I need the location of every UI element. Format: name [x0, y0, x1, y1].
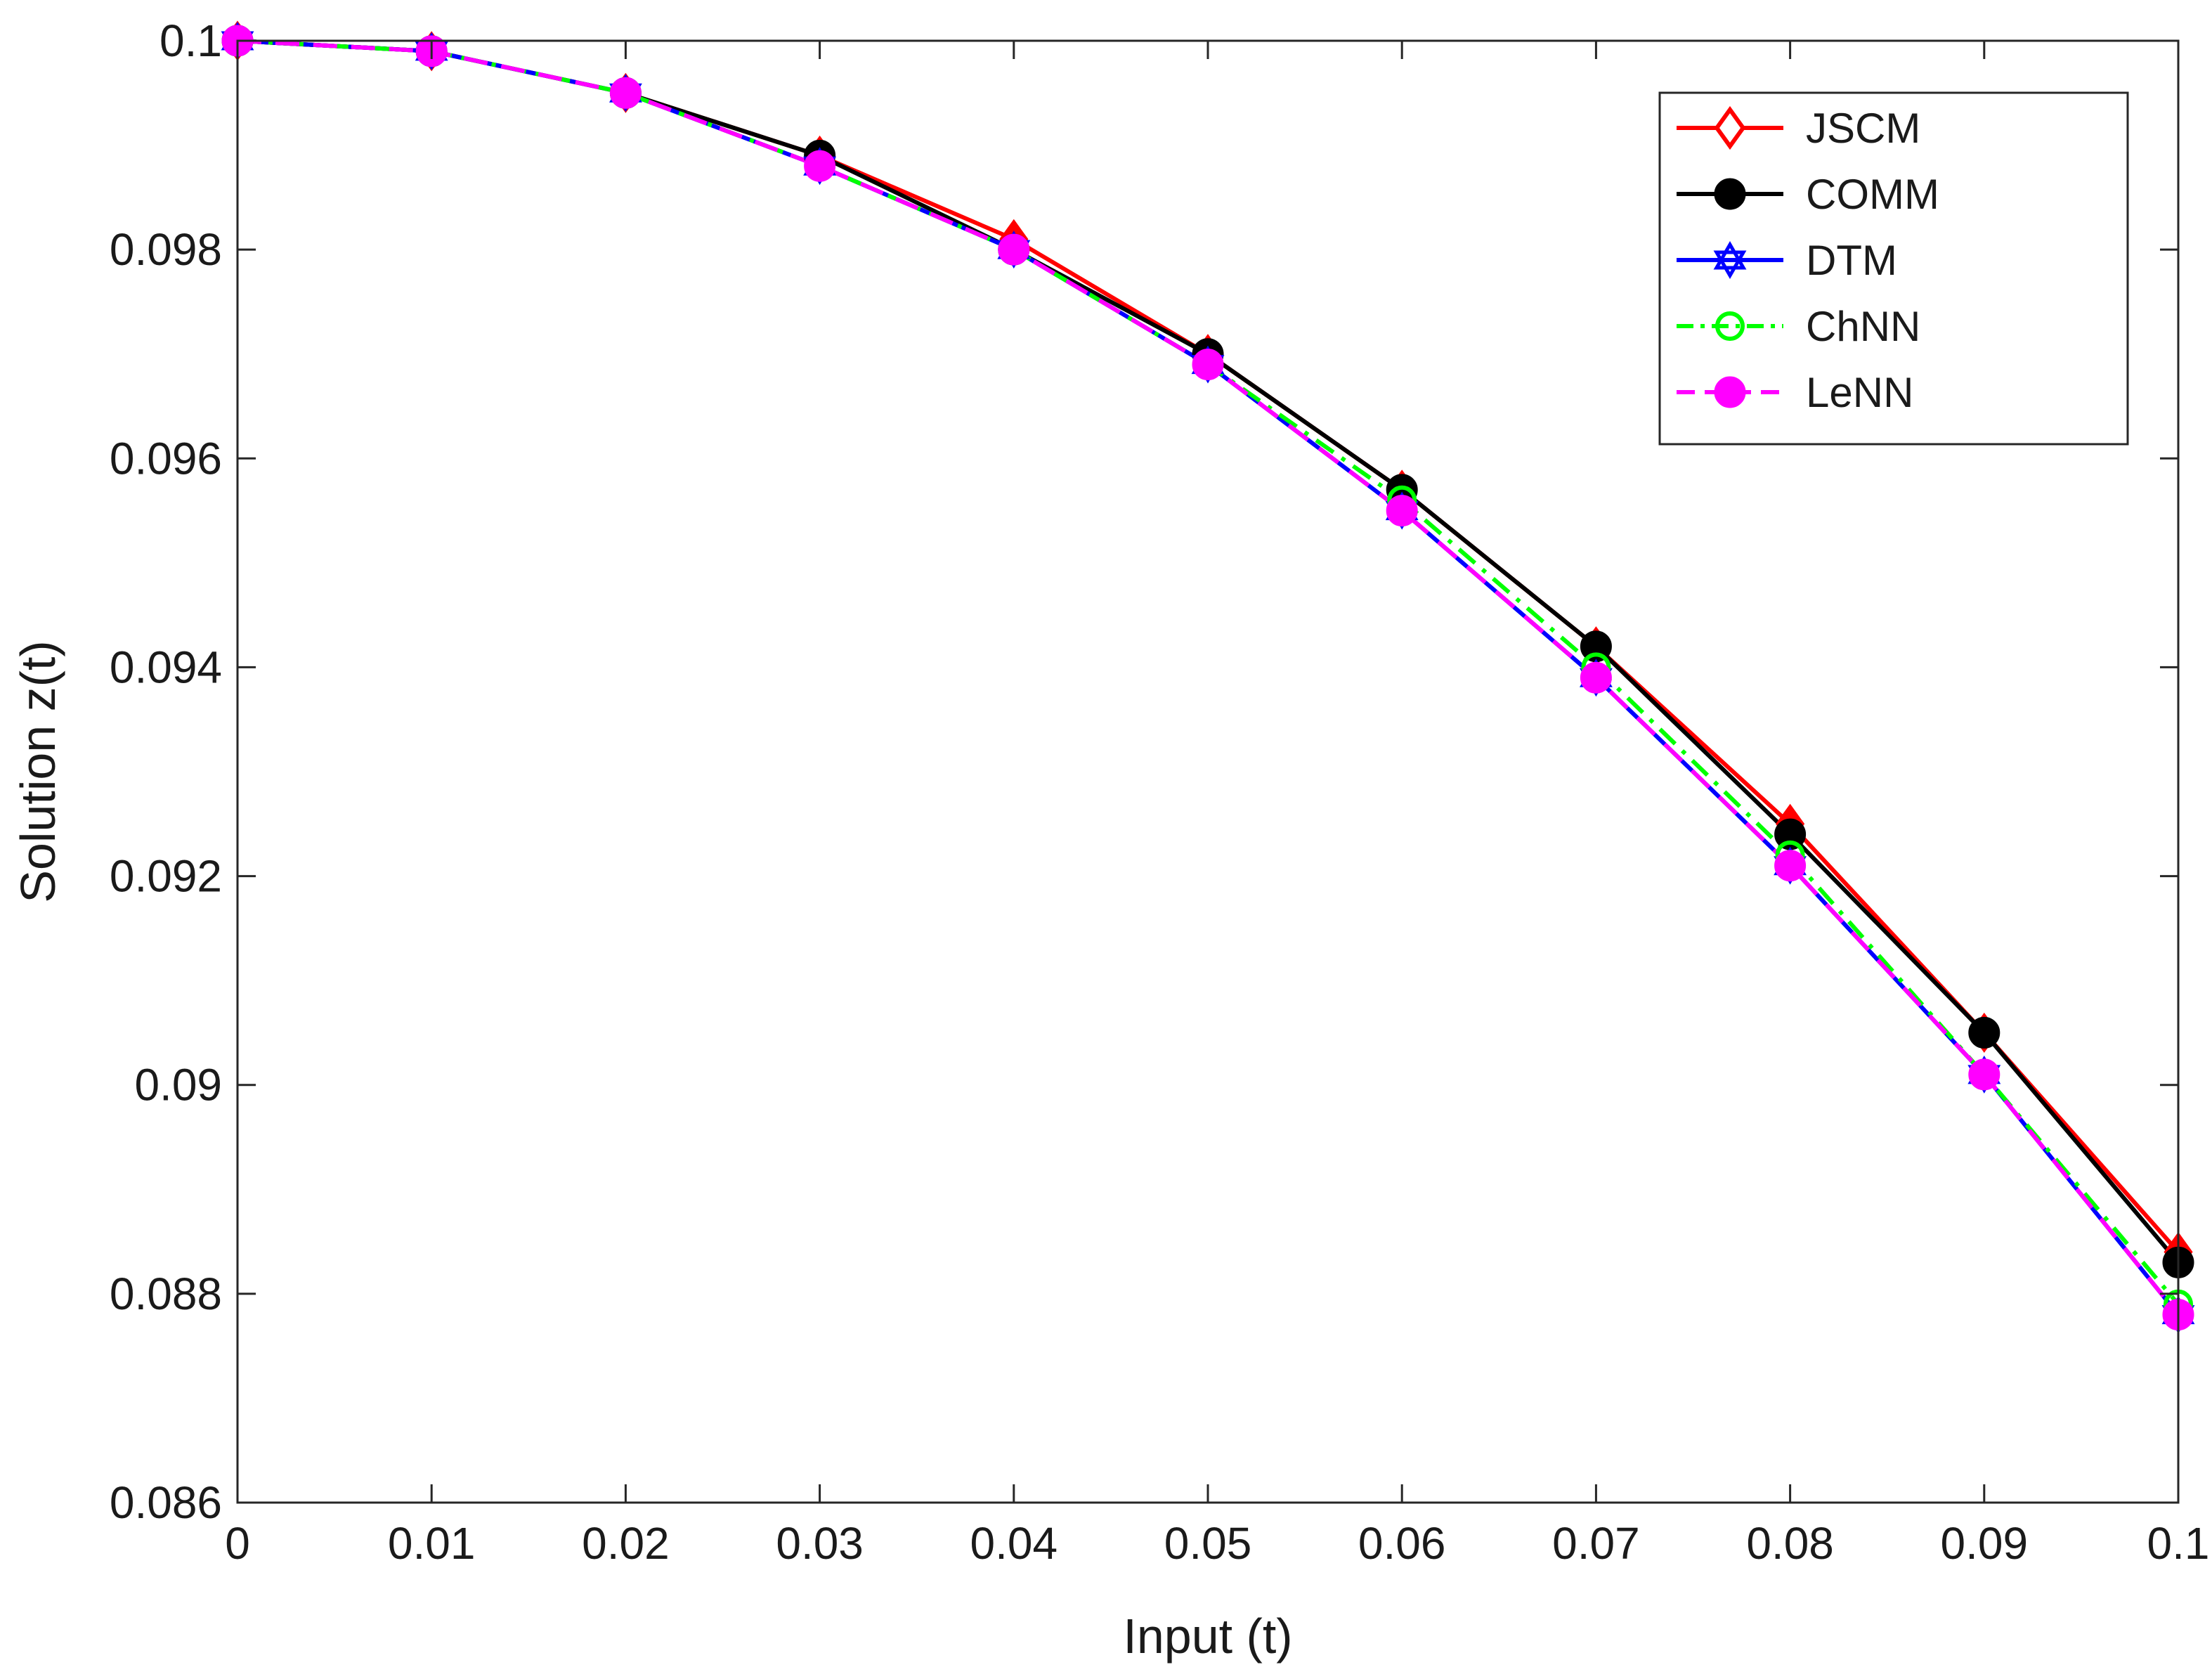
x-tick-label: 0.04	[970, 1518, 1058, 1569]
x-tick-label: 0.09	[1941, 1518, 2029, 1569]
x-tick-label: 0.01	[388, 1518, 476, 1569]
data-point-lenn	[1192, 349, 1224, 381]
y-tick-label: 0.092	[110, 851, 222, 902]
x-tick-label: 0.02	[582, 1518, 670, 1569]
x-tick-label: 0.06	[1358, 1518, 1446, 1569]
x-axis-title: Input (t)	[1123, 1609, 1292, 1664]
legend-label-chnn: ChNN	[1806, 303, 1920, 350]
x-tick-label: 0.08	[1746, 1518, 1834, 1569]
y-tick-label: 0.1	[160, 15, 222, 66]
data-point-comm	[1968, 1016, 2000, 1049]
marker-layer	[221, 20, 2195, 1334]
data-point-lenn	[998, 233, 1030, 266]
y-tick-label: 0.098	[110, 224, 222, 275]
legend-marker-jscm	[1714, 105, 1746, 150]
data-point-lenn	[1386, 495, 1418, 527]
legend: JSCM COMM DTM ChNN LeNN	[1658, 91, 2129, 446]
x-tick-label: 0.1	[2147, 1518, 2210, 1569]
legend-label-lenn: LeNN	[1806, 369, 1913, 416]
x-tick-label: 0.03	[776, 1518, 864, 1569]
y-tick-label: 0.094	[110, 642, 222, 692]
y-axis-title: Solution z(t)	[11, 640, 65, 902]
data-point-lenn	[804, 150, 836, 182]
legend-marker-comm	[1714, 178, 1746, 210]
y-tick-label: 0.088	[110, 1269, 222, 1319]
data-point-lenn	[609, 77, 642, 109]
x-tick-label: 0.05	[1164, 1518, 1252, 1569]
data-point-lenn	[1774, 850, 1807, 882]
legend-marker-lenn	[1714, 376, 1746, 408]
data-point-lenn	[1968, 1058, 2000, 1091]
tick-layer: 0 0.01 0.02 0.03 0.04 0.05 0.06 0.07 0.08 0.09 0.1…	[110, 15, 2210, 1569]
legend-label-jscm: JSCM	[1806, 105, 1920, 152]
legend-marker-dtm	[1713, 241, 1747, 279]
legend-marker-chnn	[1715, 311, 1745, 341]
y-tick-label: 0.086	[110, 1477, 222, 1528]
legend-label-comm: COMM	[1806, 171, 1939, 218]
data-point-lenn	[1580, 661, 1612, 694]
y-tick-label: 0.09	[134, 1060, 222, 1110]
x-tick-label: 0.07	[1552, 1518, 1640, 1569]
legend-label-dtm: DTM	[1806, 237, 1897, 284]
x-tick-label: 0	[225, 1518, 250, 1569]
y-tick-label: 0.096	[110, 433, 222, 484]
